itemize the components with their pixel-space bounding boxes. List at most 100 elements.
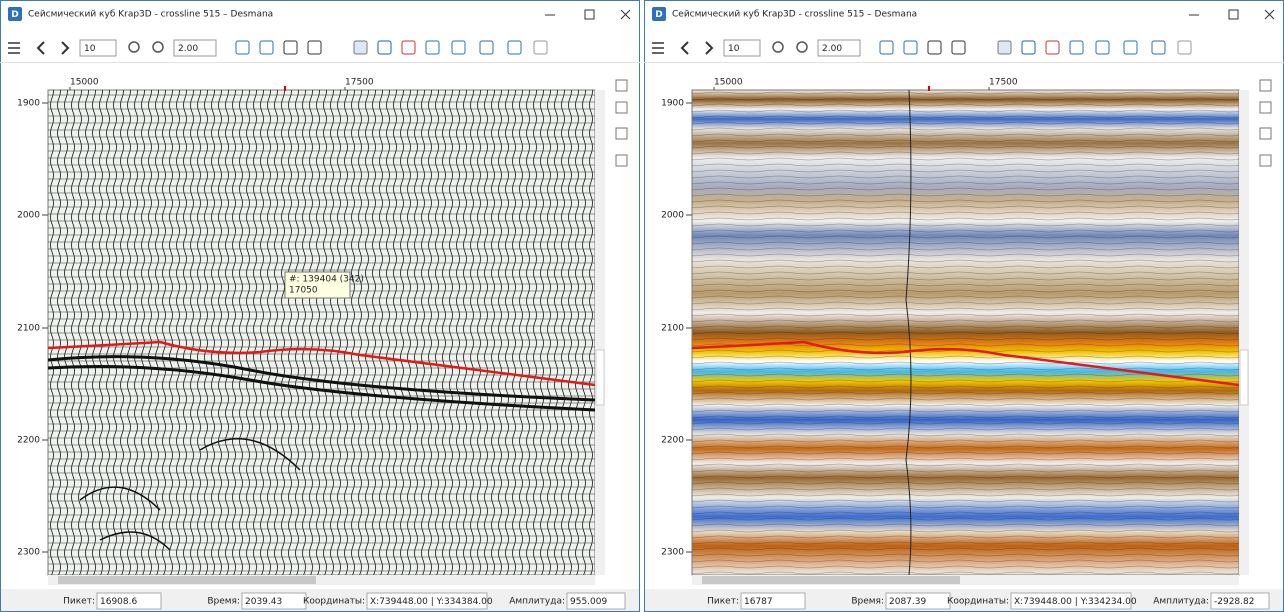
well-trace bbox=[905, 89, 912, 576]
zoom-in-icon[interactable] bbox=[128, 41, 140, 53]
status-label: Время: bbox=[851, 597, 884, 607]
y-tick-label: 2300 bbox=[661, 548, 684, 558]
toolbar-icon[interactable] bbox=[451, 40, 466, 55]
side-icon[interactable] bbox=[1259, 79, 1272, 92]
toolbar-icon[interactable] bbox=[425, 40, 440, 55]
zoom-input[interactable] bbox=[173, 39, 217, 57]
toolbar-icon[interactable] bbox=[1151, 40, 1166, 55]
h-scroll-thumb[interactable] bbox=[702, 576, 960, 584]
side-icon[interactable] bbox=[615, 154, 628, 167]
status-field bbox=[1010, 592, 1132, 610]
toolbar-icon[interactable] bbox=[903, 40, 918, 55]
toolbar-icon[interactable] bbox=[1069, 40, 1084, 55]
tooltip bbox=[284, 271, 351, 299]
v-scroll-thumb[interactable] bbox=[595, 349, 605, 406]
zoom-value: 2.00 bbox=[178, 44, 198, 54]
side-icon[interactable] bbox=[1259, 101, 1272, 114]
side-icon[interactable] bbox=[615, 127, 628, 140]
toolbar-icon[interactable] bbox=[507, 40, 522, 55]
status-field bbox=[1210, 592, 1270, 610]
y-tick-label: 2000 bbox=[661, 211, 684, 221]
toolbar-icon[interactable] bbox=[401, 40, 416, 55]
x-tick-label: 15000 bbox=[70, 78, 99, 88]
zoom-in-icon[interactable] bbox=[772, 41, 784, 53]
close-button[interactable] bbox=[1264, 9, 1275, 20]
x-tick-label: 15000 bbox=[714, 78, 743, 88]
status-field bbox=[740, 592, 806, 610]
back-icon[interactable] bbox=[36, 41, 45, 55]
window-title: Сейсмический куб Krap3D - crossline 515 … bbox=[28, 10, 273, 20]
maximize-button[interactable] bbox=[1228, 9, 1239, 20]
toolbar-icon[interactable] bbox=[533, 40, 548, 55]
status-field bbox=[366, 592, 488, 610]
status-value: 16908.6 bbox=[100, 597, 137, 607]
zoom-input[interactable] bbox=[817, 39, 861, 57]
toolbar-icon[interactable] bbox=[1095, 40, 1110, 55]
side-icon[interactable] bbox=[1259, 127, 1272, 140]
h-scrollbar[interactable] bbox=[48, 575, 595, 585]
y-tick-label: 2300 bbox=[17, 548, 40, 558]
app-icon-letter: D bbox=[11, 10, 18, 20]
status-value: 955.009 bbox=[570, 597, 607, 607]
v-scrollbar[interactable] bbox=[1239, 90, 1249, 575]
toolbar-icon[interactable] bbox=[307, 40, 322, 55]
toolbar-icon[interactable] bbox=[1045, 40, 1060, 55]
status-value: X:739448.00 | Y:334234.00 bbox=[1014, 597, 1137, 607]
menu-icon[interactable] bbox=[652, 42, 664, 54]
toolbar-icon[interactable] bbox=[479, 40, 494, 55]
status-label: Время: bbox=[207, 597, 240, 607]
app-icon-letter: D bbox=[655, 10, 662, 20]
v-scroll-thumb[interactable] bbox=[1239, 349, 1249, 406]
toolbar-icon[interactable] bbox=[259, 40, 274, 55]
zoom-out-icon[interactable] bbox=[152, 41, 164, 53]
app-icon bbox=[8, 7, 22, 21]
side-icon[interactable] bbox=[615, 79, 628, 92]
y-tick-label: 2100 bbox=[661, 324, 684, 334]
side-icon[interactable] bbox=[615, 101, 628, 114]
close-button[interactable] bbox=[620, 9, 631, 20]
x-tick-label: 17500 bbox=[989, 78, 1018, 88]
window-title: Сейсмический куб Krap3D - crossline 515 … bbox=[672, 10, 917, 20]
toolbar-icon[interactable] bbox=[377, 40, 392, 55]
y-tick-label: 1900 bbox=[17, 99, 40, 109]
app-icon bbox=[652, 7, 666, 21]
horizon[interactable] bbox=[691, 340, 1240, 387]
status-label: Координаты: bbox=[947, 597, 1009, 607]
forward-icon[interactable] bbox=[705, 41, 714, 55]
toolbar-separator bbox=[0, 62, 640, 63]
back-icon[interactable] bbox=[680, 41, 689, 55]
step-input[interactable] bbox=[723, 39, 761, 57]
tooltip-line: 17050 bbox=[289, 286, 318, 296]
y-tick-label: 1900 bbox=[661, 99, 684, 109]
side-icon[interactable] bbox=[1259, 154, 1272, 167]
toolbar-icon[interactable] bbox=[951, 40, 966, 55]
cursor-marker bbox=[284, 86, 286, 91]
maximize-button[interactable] bbox=[584, 9, 595, 20]
toolbar-icon[interactable] bbox=[997, 40, 1012, 55]
h-scrollbar[interactable] bbox=[692, 575, 1239, 585]
y-tick-label: 2200 bbox=[17, 436, 40, 446]
toolbar-separator bbox=[644, 62, 1284, 63]
toolbar-icon[interactable] bbox=[1021, 40, 1036, 55]
horizon[interactable] bbox=[47, 340, 596, 387]
toolbar-icon[interactable] bbox=[927, 40, 942, 55]
dense-zone bbox=[47, 355, 596, 412]
toolbar-icon[interactable] bbox=[879, 40, 894, 55]
status-label: Координаты: bbox=[303, 597, 365, 607]
status-field bbox=[885, 592, 951, 610]
toolbar-icon[interactable] bbox=[283, 40, 298, 55]
toolbar-icon[interactable] bbox=[235, 40, 250, 55]
status-label: Пикет: bbox=[63, 597, 95, 607]
h-scroll-thumb[interactable] bbox=[58, 576, 316, 584]
status-value: 2039.43 bbox=[245, 597, 282, 607]
toolbar-icon[interactable] bbox=[1123, 40, 1138, 55]
toolbar-icon[interactable] bbox=[1177, 40, 1192, 55]
zoom-out-icon[interactable] bbox=[796, 41, 808, 53]
y-tick-label: 2200 bbox=[661, 436, 684, 446]
step-input[interactable] bbox=[79, 39, 117, 57]
menu-icon[interactable] bbox=[8, 42, 20, 54]
forward-icon[interactable] bbox=[61, 41, 70, 55]
v-scrollbar[interactable] bbox=[595, 90, 605, 575]
toolbar-icon[interactable] bbox=[353, 40, 368, 55]
